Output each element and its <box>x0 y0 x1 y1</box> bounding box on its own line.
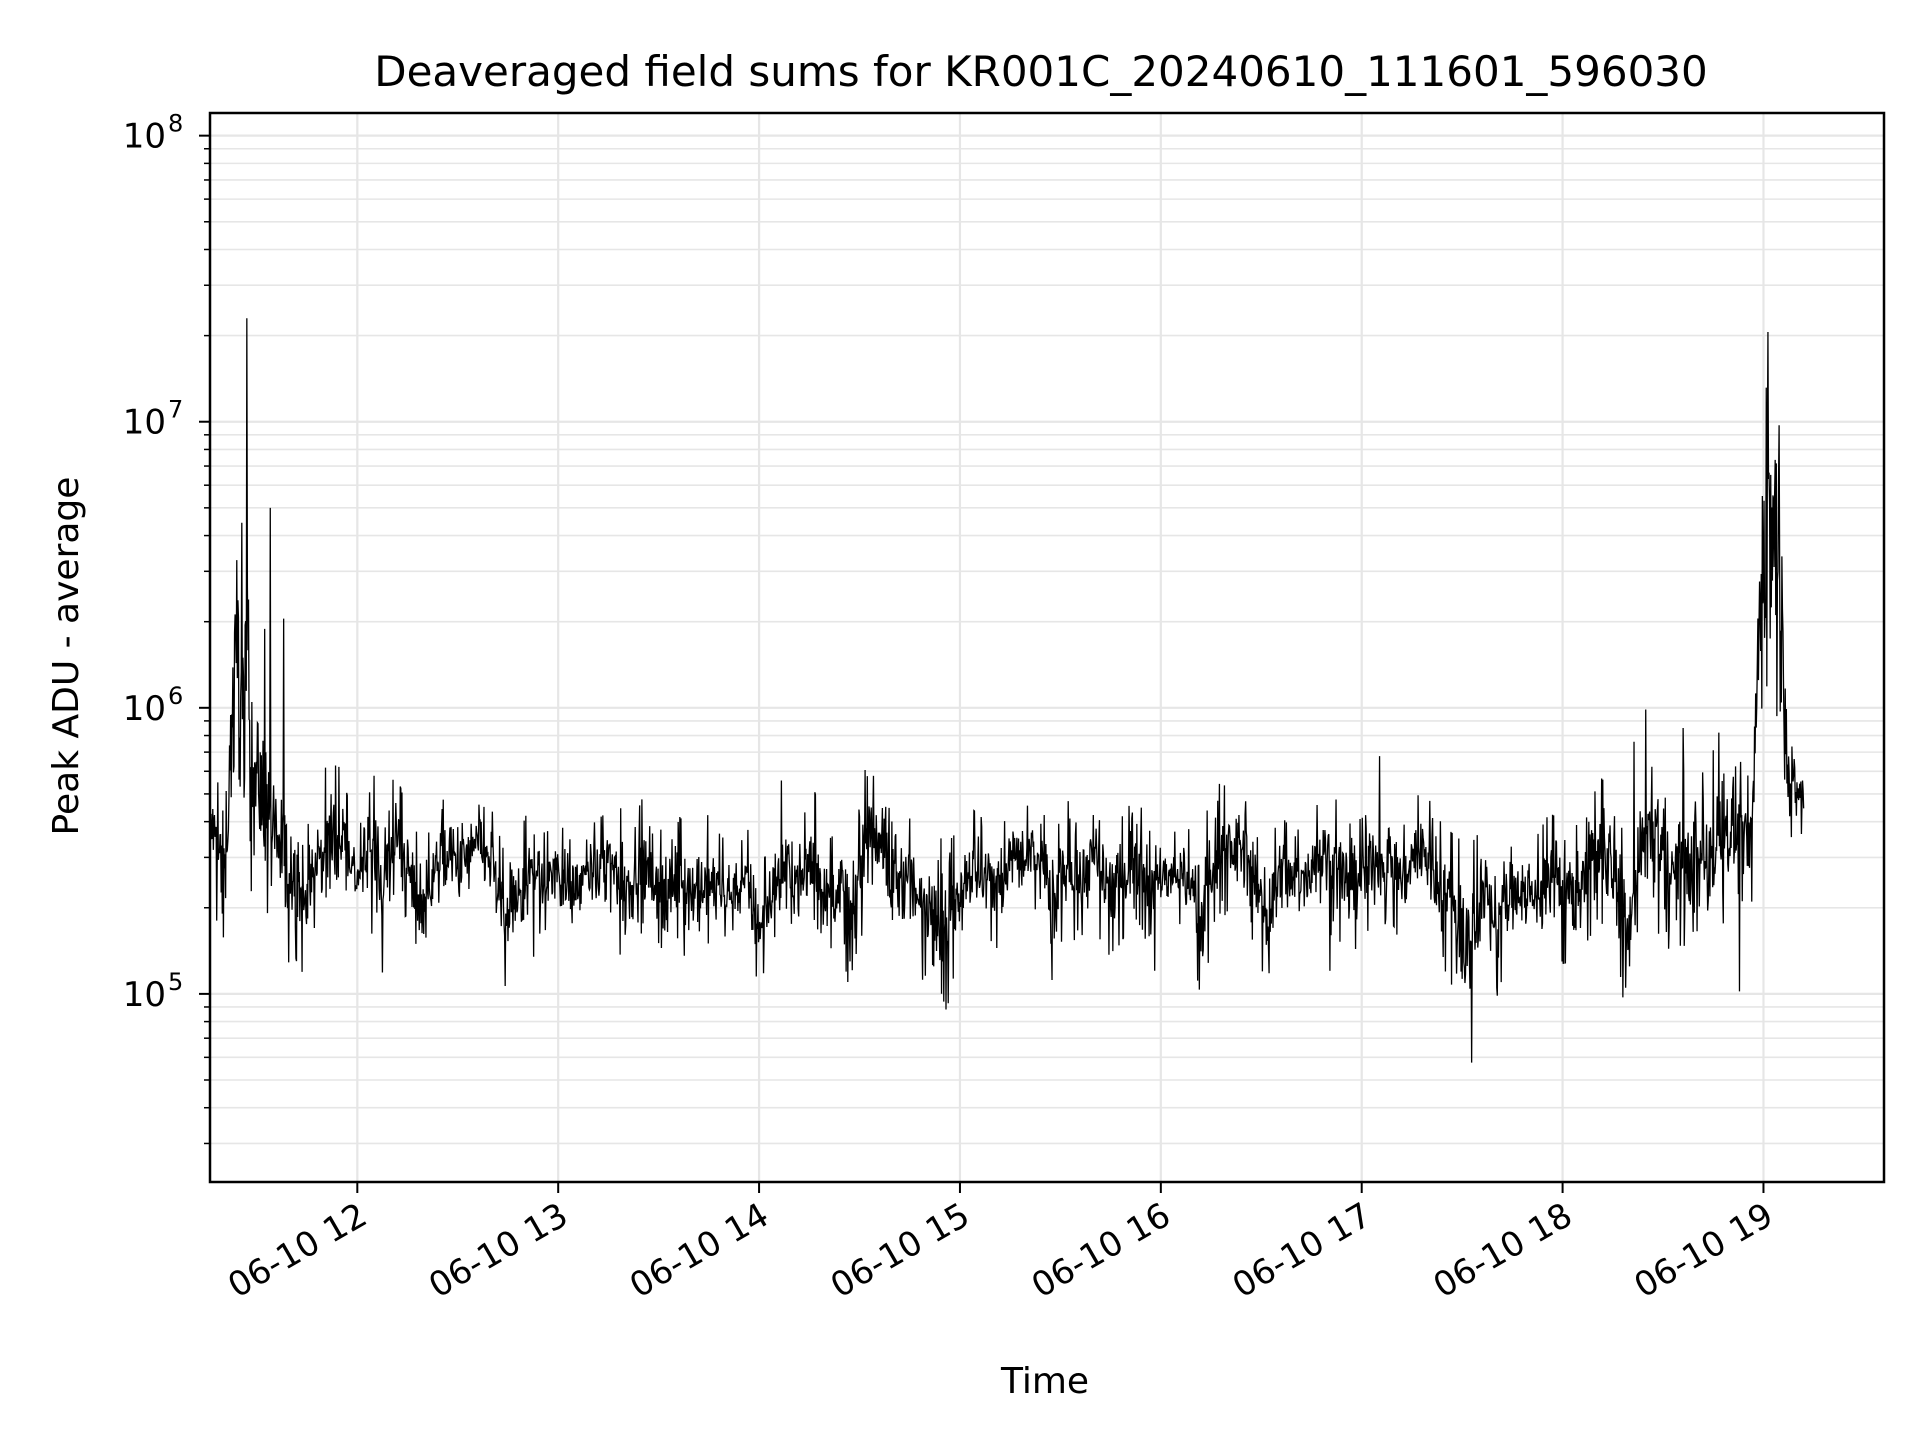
axes-frame <box>208 111 1886 1184</box>
y-tick-label: 10 <box>123 403 166 443</box>
series-line <box>209 318 1805 1063</box>
y-axis-label: Peak ADU - average <box>46 477 87 836</box>
plot-area <box>209 318 1805 1063</box>
y-tick-exponent: 6 <box>168 682 183 710</box>
y-tick-label: 10 <box>123 117 166 157</box>
y-tick-exponent: 7 <box>168 396 183 424</box>
x-axis-label: Time <box>1000 1361 1089 1402</box>
y-tick-label: 10 <box>123 689 166 729</box>
y-tick-exponent: 5 <box>168 968 183 996</box>
chart-title: Deaveraged field sums for KR001C_2024061… <box>374 47 1708 96</box>
y-tick-exponent: 8 <box>168 110 183 138</box>
y-tick-label: 10 <box>123 975 166 1015</box>
